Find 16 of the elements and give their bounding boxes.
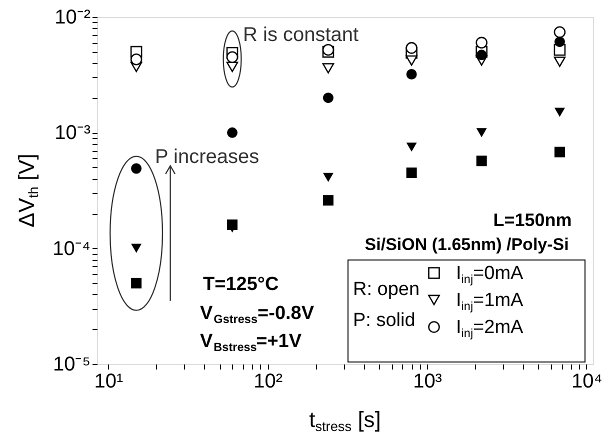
x-tick-label: 10¹	[94, 370, 124, 392]
annotation: R: open	[353, 279, 420, 300]
annotation: T=125°C	[203, 274, 279, 295]
y-axis-title: ΔVth [V]	[14, 154, 42, 228]
annotation: P increases	[155, 146, 260, 168]
y-tick-label: 10⁻⁵	[52, 354, 90, 376]
y-tick-label: 10⁻²	[54, 6, 91, 28]
annotation: P: solid	[353, 310, 416, 331]
x-tick-label: 10⁴	[571, 370, 602, 392]
x-tick-label: 10²	[254, 370, 283, 392]
x-tick-label: 10³	[413, 370, 442, 392]
annotation: Si/SiON (1.65nm) /Poly-Si	[364, 235, 569, 254]
y-tick-label: 10⁻³	[54, 122, 91, 144]
y-tick-label: 10⁻⁴	[52, 238, 90, 260]
annotation: L=150nm	[493, 210, 572, 230]
annotation: R is constant	[243, 24, 360, 46]
